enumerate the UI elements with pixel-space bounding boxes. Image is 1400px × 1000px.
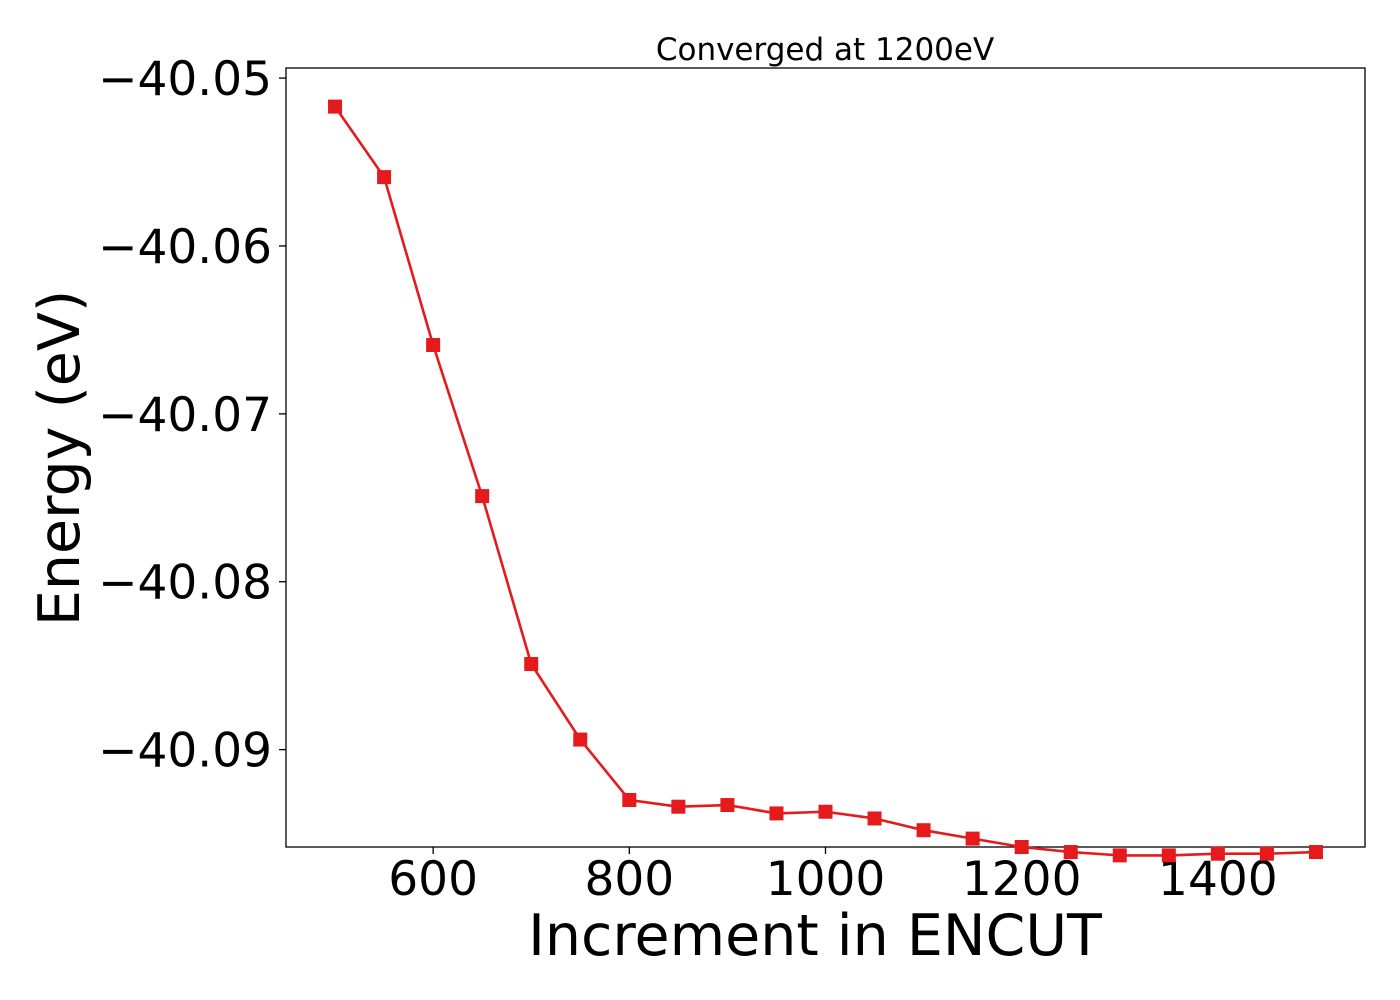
x-tick-label: 800 xyxy=(584,852,674,907)
data-point-marker xyxy=(622,792,637,807)
data-point-marker xyxy=(1063,845,1078,860)
data-point-marker xyxy=(1161,848,1176,863)
data-point-marker xyxy=(377,170,392,185)
data-point-marker xyxy=(426,338,441,353)
data-point-marker xyxy=(1210,846,1225,861)
y-tick-label: −40.06 xyxy=(98,220,272,275)
data-point-marker xyxy=(1259,846,1274,861)
x-tick-label: 1200 xyxy=(962,852,1082,907)
x-axis-label: Increment in ENCUT xyxy=(528,903,1102,969)
data-point-marker xyxy=(1014,840,1029,854)
data-point-marker xyxy=(965,831,980,846)
y-tick-label: −40.08 xyxy=(98,556,272,611)
chart-title: Converged at 1200eV xyxy=(656,32,994,68)
data-point-marker xyxy=(524,657,539,672)
x-tick-label: 600 xyxy=(388,852,478,907)
data-point-marker xyxy=(1308,845,1323,860)
y-tick-label: −40.09 xyxy=(98,724,272,779)
y-tick-label: −40.07 xyxy=(98,388,272,443)
data-point-marker xyxy=(867,811,882,826)
data-point-marker xyxy=(475,489,490,504)
data-point-marker xyxy=(916,823,931,838)
x-axis-ticks: 600 800 1000 1200 1400 xyxy=(388,847,1278,907)
data-point-marker xyxy=(328,99,343,114)
data-point-marker xyxy=(671,799,686,814)
y-axis-label: Energy (eV) xyxy=(27,290,93,626)
data-point-marker xyxy=(1112,848,1127,863)
data-point-marker xyxy=(818,804,833,819)
series-line xyxy=(333,105,1316,857)
plot-frame xyxy=(285,67,1366,848)
y-axis-ticks: −40.05 −40.06 −40.07 −40.08 −40.09 xyxy=(98,52,286,779)
y-tick-label: −40.05 xyxy=(98,52,272,107)
data-point-marker xyxy=(769,806,784,821)
x-tick-label: 1400 xyxy=(1158,852,1278,907)
x-tick-label: 1000 xyxy=(766,852,886,907)
series-layer xyxy=(328,99,1323,863)
data-point-marker xyxy=(573,732,588,747)
data-point-marker xyxy=(720,798,735,813)
